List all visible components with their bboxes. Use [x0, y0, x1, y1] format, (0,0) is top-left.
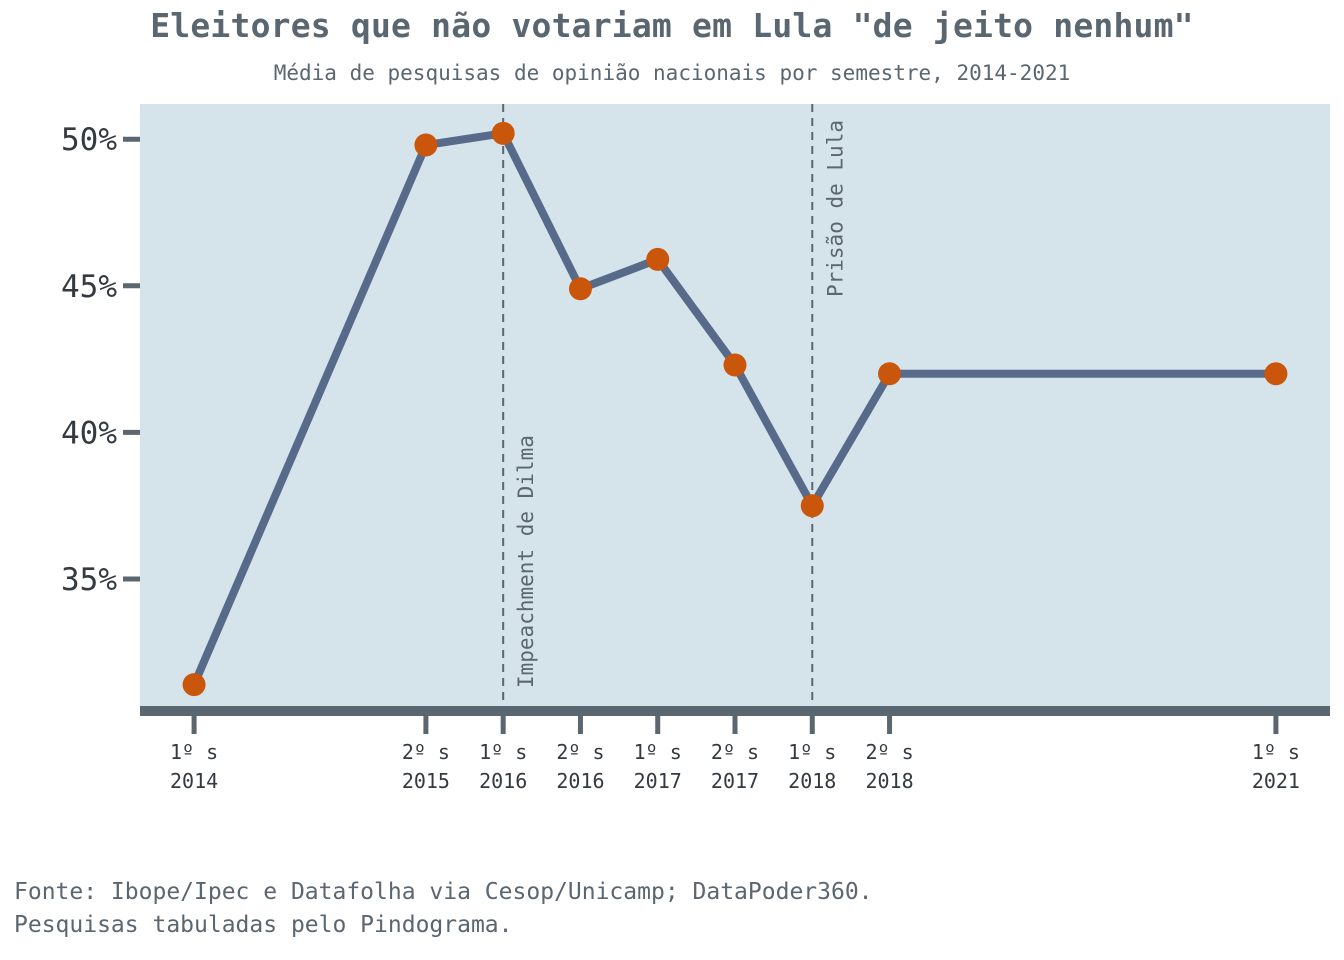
data-point	[723, 353, 747, 377]
x-tick-label: 2º s	[865, 740, 913, 764]
x-tick-label: 2º s	[556, 740, 604, 764]
data-point	[182, 673, 206, 697]
line-chart: 35% 40% 45% 50% 1º s 2014 2º s 2015 1º s 2016 2º s…	[61, 104, 1330, 793]
y-tick-label: 50%	[61, 122, 117, 158]
x-tick-label: 1º s	[170, 740, 218, 764]
y-tick-label: 35%	[61, 562, 117, 598]
source-line: Fonte: Ibope/Ipec e Datafolha via Cesop/…	[14, 879, 873, 905]
y-tick-label: 45%	[61, 269, 117, 305]
event-label: Prisão de Lula	[823, 120, 847, 297]
x-tick-label: 1º s	[479, 740, 527, 764]
x-tick-label: 2016	[479, 769, 527, 793]
x-tick-label: 2018	[865, 769, 913, 793]
data-point	[800, 494, 824, 518]
source-caption: Fonte: Ibope/Ipec e Datafolha via Cesop/…	[14, 876, 873, 942]
x-tick-label: 2017	[711, 769, 759, 793]
plot-background	[140, 104, 1330, 711]
x-tick-label: 2017	[634, 769, 682, 793]
x-tick-label: 2º s	[402, 740, 450, 764]
x-tick-label: 1º s	[634, 740, 682, 764]
data-point	[878, 362, 902, 386]
credit-line: Pesquisas tabuladas pelo Pindograma.	[14, 912, 513, 938]
x-tick-label: 2016	[556, 769, 604, 793]
x-tick-label: 1º s	[1252, 740, 1300, 764]
x-tick-label: 2014	[170, 769, 218, 793]
x-tick-label: 1º s	[788, 740, 836, 764]
data-point	[414, 133, 438, 157]
data-point	[568, 277, 592, 301]
x-tick-label: 2021	[1252, 769, 1300, 793]
data-point	[1264, 362, 1288, 386]
chart-subtitle: Média de pesquisas de opinião nacionais …	[273, 61, 1071, 85]
chart-title: Eleitores que não votariam em Lula "de j…	[150, 6, 1194, 45]
event-label: Impeachment de Dilma	[514, 435, 538, 688]
data-point	[491, 121, 515, 145]
x-tick-label: 2018	[788, 769, 836, 793]
x-tick-label: 2015	[402, 769, 450, 793]
x-tick-label: 2º s	[711, 740, 759, 764]
data-point	[646, 247, 670, 271]
y-tick-label: 40%	[61, 415, 117, 451]
